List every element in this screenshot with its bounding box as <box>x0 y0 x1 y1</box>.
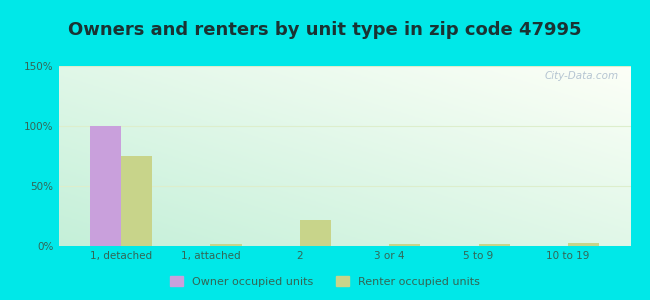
Bar <box>90 126 121 246</box>
Bar <box>211 244 242 246</box>
Bar <box>300 220 331 246</box>
Bar <box>389 244 421 246</box>
Bar <box>478 244 510 246</box>
Text: City-Data.com: City-Data.com <box>545 71 619 81</box>
Bar <box>568 243 599 246</box>
Bar <box>121 156 152 246</box>
Text: Owners and renters by unit type in zip code 47995: Owners and renters by unit type in zip c… <box>68 21 582 39</box>
Legend: Owner occupied units, Renter occupied units: Owner occupied units, Renter occupied un… <box>166 272 484 291</box>
